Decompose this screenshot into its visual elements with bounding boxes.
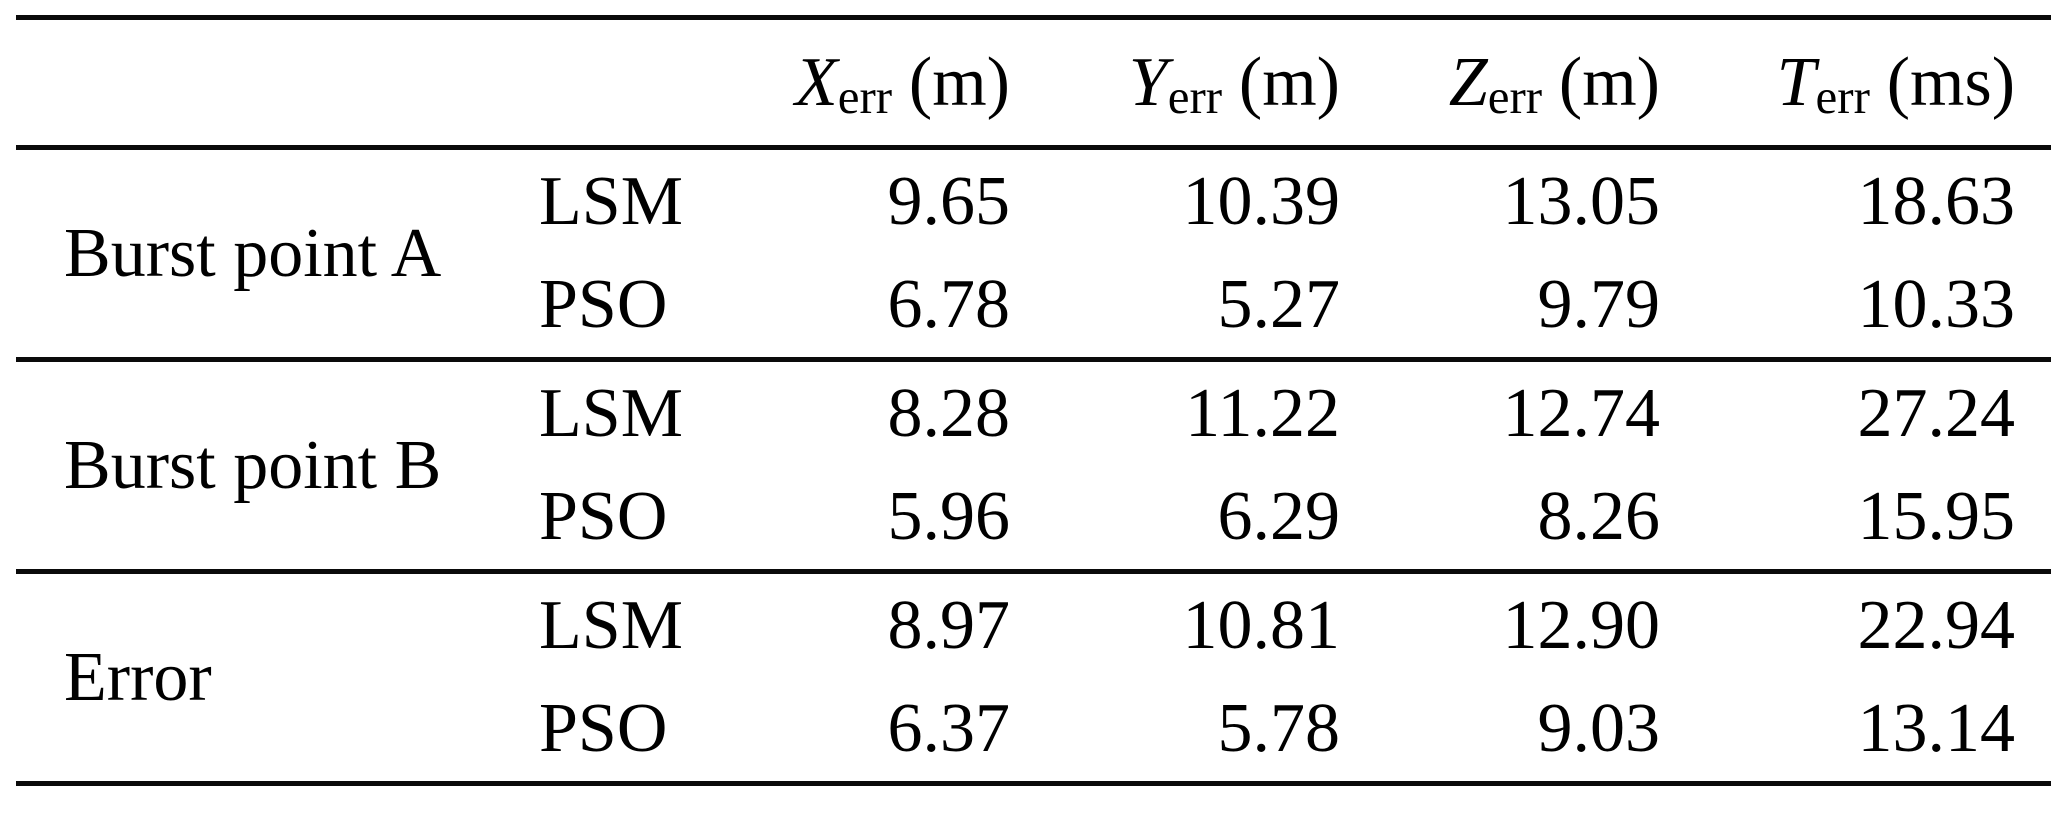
value-cell: 6.29 (1217, 478, 1341, 556)
method-cell: LSM (539, 162, 683, 240)
value-cell: 8.26 (1537, 478, 1661, 556)
method-cell: PSO (539, 266, 668, 344)
method-cell: PSO (539, 478, 668, 556)
value-cell: 22.94 (1857, 586, 2016, 664)
value-cell: 10.81 (1182, 586, 1341, 664)
value-cell: 5.27 (1217, 266, 1341, 344)
method-cell: LSM (539, 374, 683, 452)
x-err-variable: X (794, 43, 838, 121)
row-group-label: Burst point A (64, 214, 442, 292)
t-err-variable: T (1776, 43, 1816, 121)
header-spacer-method (531, 18, 766, 148)
value-cell: 9.03 (1537, 690, 1661, 768)
value-cell: 11.22 (1185, 374, 1340, 452)
group-burst-point-a: Burst point A LSM 9.65 10.39 13.05 18.63… (16, 147, 2051, 360)
value-cell: 8.97 (887, 586, 1011, 664)
value-cell: 10.33 (1857, 266, 2016, 344)
value-cell: 27.24 (1857, 374, 2016, 452)
method-cell: LSM (539, 586, 683, 664)
value-cell: 5.96 (887, 478, 1011, 556)
table-row: PSO 6.78 5.27 9.79 10.33 (16, 254, 2051, 360)
y-err-variable: Y (1128, 43, 1168, 121)
results-table: Xerr (m) Yerr (m) Zerr (m) Terr (ms) Burst p… (16, 15, 2051, 786)
header-spacer-label (16, 18, 531, 148)
group-burst-point-b: Burst point B LSM 8.28 11.22 12.74 27.24… (16, 359, 2051, 572)
value-cell: 15.95 (1857, 478, 2016, 556)
group-error: Error LSM 8.97 10.81 12.90 22.94 PSO 6.3… (16, 571, 2051, 784)
value-cell: 6.78 (887, 266, 1011, 344)
value-cell: 13.14 (1857, 690, 2016, 768)
header-row: Xerr (m) Yerr (m) Zerr (m) Terr (ms) (16, 18, 2051, 148)
table-row: PSO 6.37 5.78 9.03 13.14 (16, 678, 2051, 784)
y-err-subscript: err (1167, 69, 1223, 125)
x-err-subscript: err (837, 69, 893, 125)
value-cell: 9.79 (1537, 266, 1661, 344)
column-header-t-err: Terr (ms) (1678, 18, 2051, 148)
method-cell: PSO (539, 690, 668, 768)
t-err-unit: (ms) (1886, 43, 2015, 121)
value-cell: 6.37 (887, 690, 1011, 768)
value-cell: 9.65 (887, 162, 1011, 240)
value-cell: 10.39 (1182, 162, 1341, 240)
t-err-subscript: err (1815, 69, 1870, 125)
value-cell: 13.05 (1502, 162, 1661, 240)
value-cell: 18.63 (1857, 162, 2016, 240)
value-cell: 5.78 (1217, 690, 1341, 768)
column-header-y-err: Yerr (m) (1026, 18, 1356, 148)
table-row: Burst point B LSM 8.28 11.22 12.74 27.24 (16, 360, 2051, 500)
value-cell: 12.74 (1502, 374, 1661, 452)
row-group-label: Burst point B (64, 426, 442, 504)
row-group-label: Error (64, 638, 212, 716)
table-row: Burst point A LSM 9.65 10.39 13.05 18.63 (16, 148, 2051, 288)
z-err-subscript: err (1487, 69, 1543, 125)
y-err-unit: (m) (1238, 43, 1340, 121)
column-header-z-err: Zerr (m) (1356, 18, 1678, 148)
column-header-x-err: Xerr (m) (766, 18, 1026, 148)
z-err-variable: Z (1448, 43, 1488, 121)
value-cell: 8.28 (887, 374, 1011, 452)
table-row: Error LSM 8.97 10.81 12.90 22.94 (16, 572, 2051, 712)
value-cell: 12.90 (1502, 586, 1661, 664)
z-err-unit: (m) (1558, 43, 1660, 121)
x-err-unit: (m) (908, 43, 1010, 121)
table-row: PSO 5.96 6.29 8.26 15.95 (16, 466, 2051, 572)
